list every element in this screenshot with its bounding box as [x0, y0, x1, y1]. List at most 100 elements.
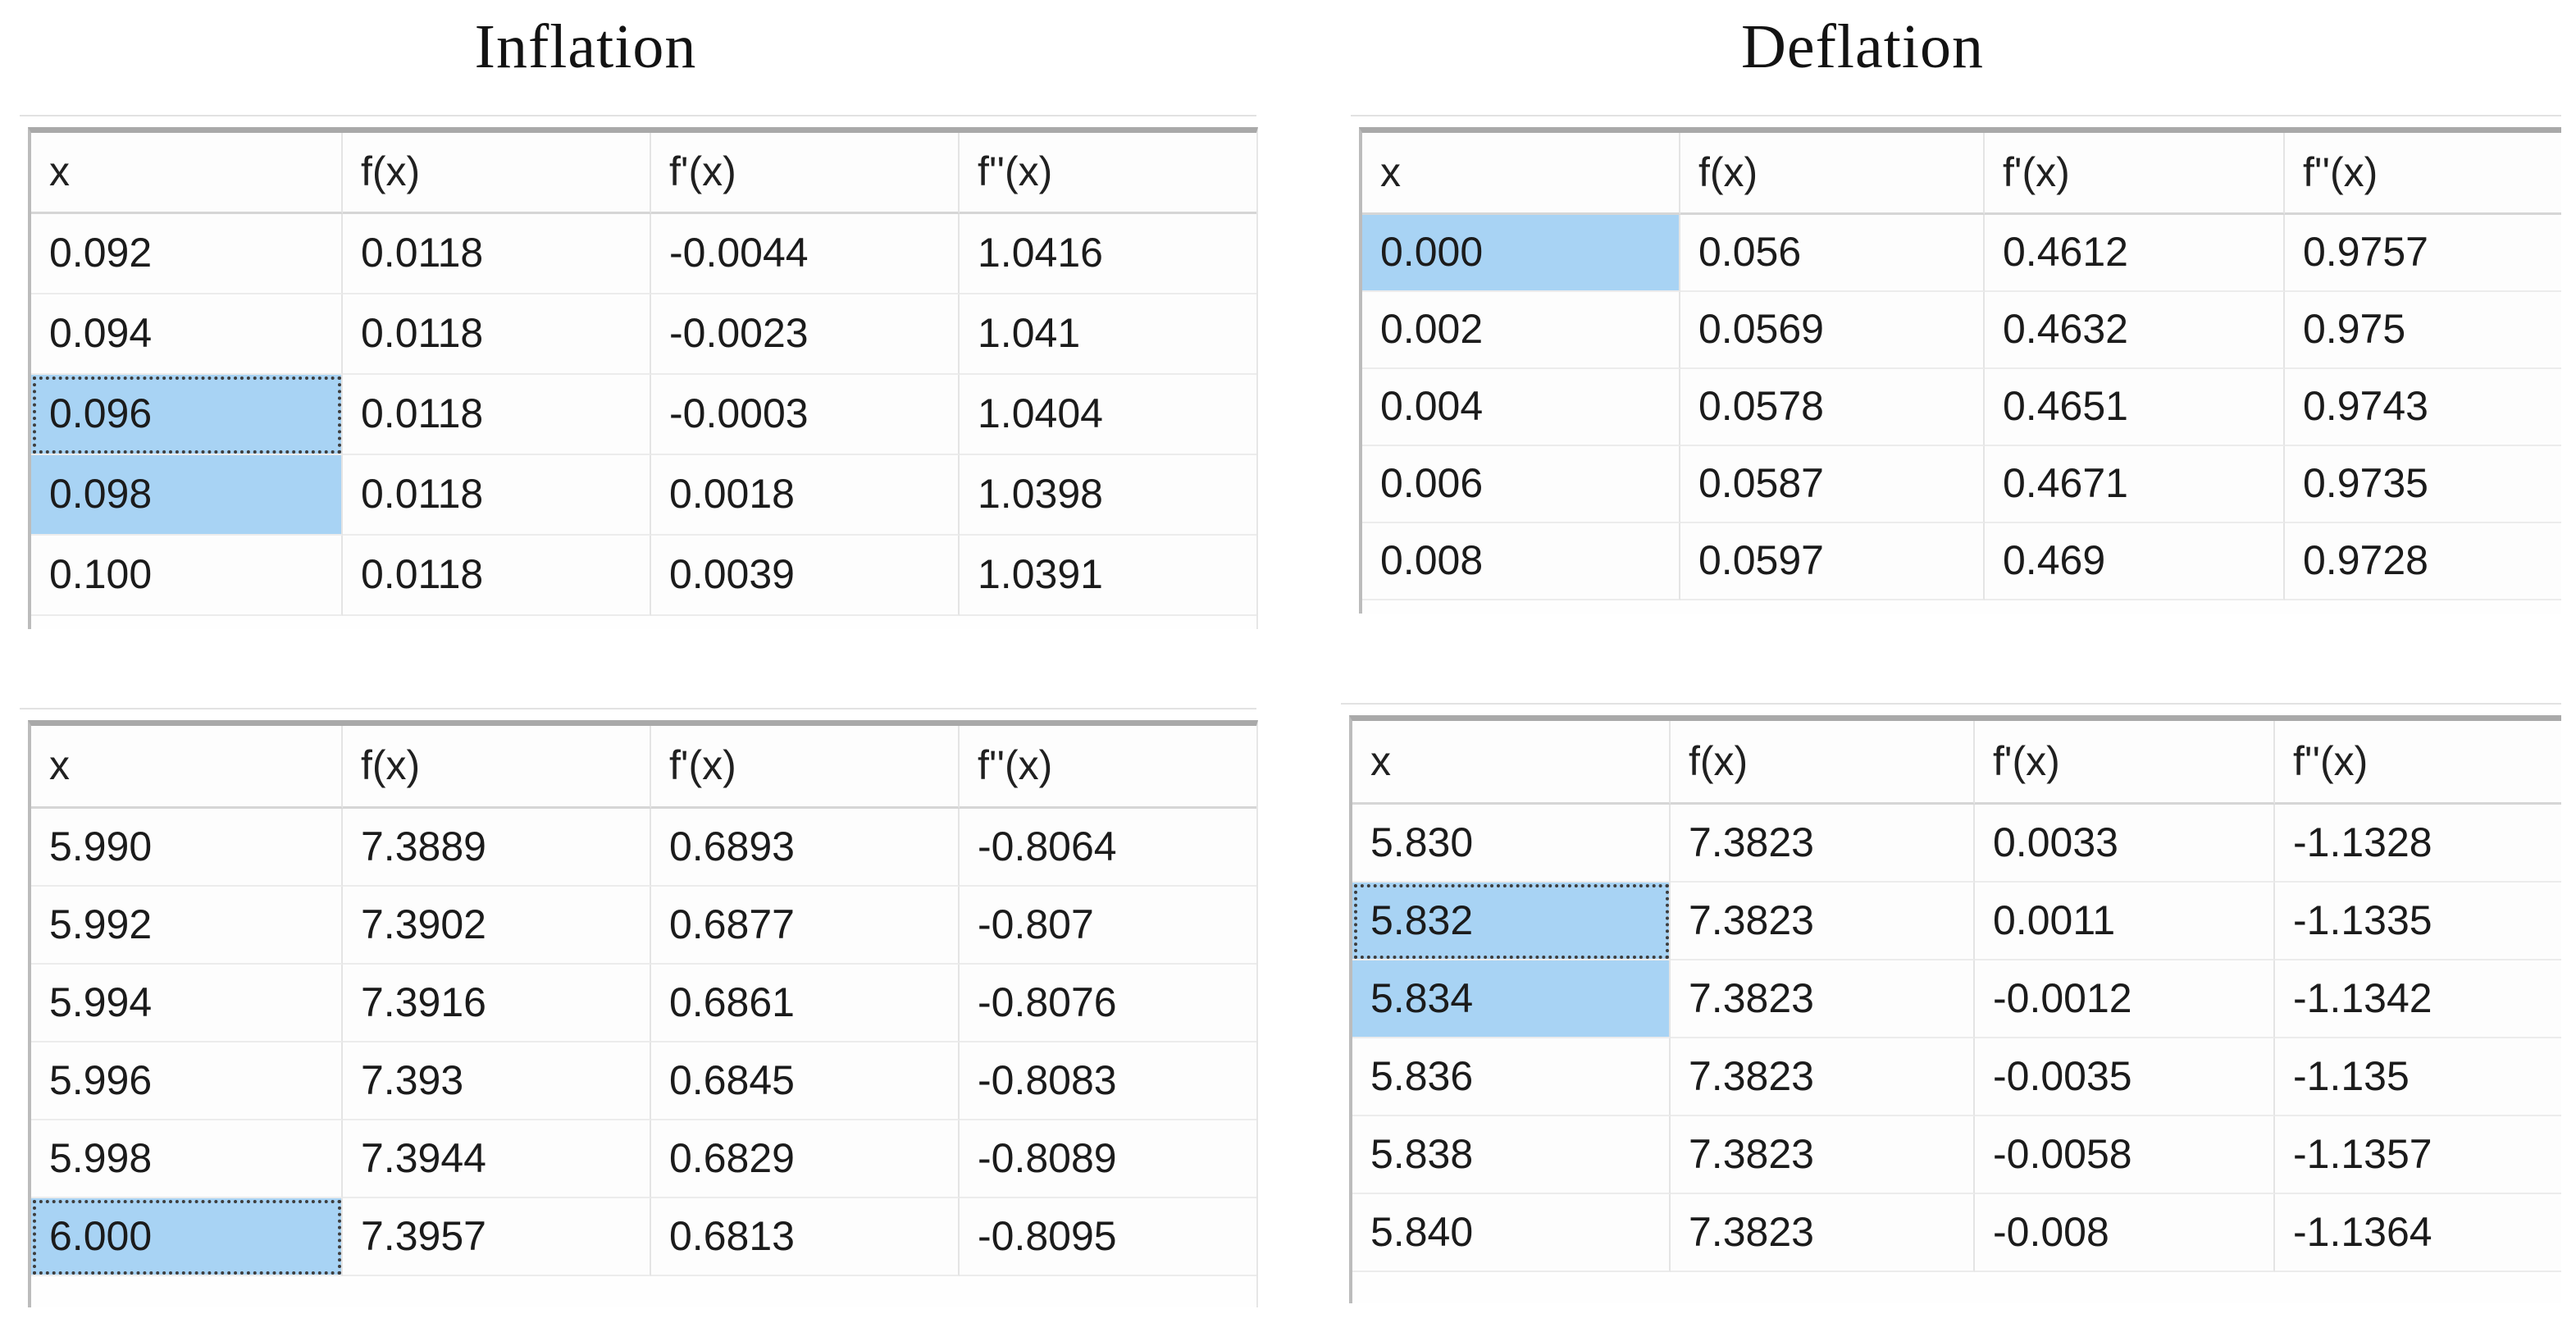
table-cell[interactable]: 7.393 [343, 1042, 651, 1120]
table-cell[interactable]: -0.8076 [960, 965, 1256, 1042]
x-cell[interactable]: 5.830 [1352, 805, 1671, 883]
table-cell[interactable]: 0.0597 [1680, 523, 1985, 600]
x-cell[interactable]: 5.840 [1352, 1194, 1671, 1272]
column-header-fprime-x[interactable]: f'(x) [1985, 133, 2285, 215]
table-cell[interactable]: 7.3902 [343, 887, 651, 965]
column-header-fprime-x[interactable]: f'(x) [651, 726, 960, 809]
x-cell[interactable]: 5.834 [1352, 960, 1671, 1038]
table-cell[interactable]: 7.3916 [343, 965, 651, 1042]
table-cell[interactable]: 0.0587 [1680, 446, 1985, 523]
table-cell[interactable]: -1.1342 [2275, 960, 2561, 1038]
column-header-fdoubleprime-x[interactable]: f''(x) [2275, 721, 2561, 805]
table-cell[interactable]: -0.0003 [651, 375, 960, 455]
x-cell[interactable]: 0.008 [1362, 523, 1680, 600]
column-header-fprime-x[interactable]: f'(x) [651, 133, 960, 214]
table-cell[interactable]: 0.0039 [651, 536, 960, 616]
table-cell[interactable]: 0.0118 [343, 294, 651, 375]
table-cell[interactable]: 7.3957 [343, 1198, 651, 1276]
table-cell[interactable]: 7.3823 [1671, 1116, 1975, 1194]
table-cell[interactable]: 1.0398 [960, 455, 1256, 536]
column-header-fx[interactable]: f(x) [1671, 721, 1975, 805]
column-header-fdoubleprime-x[interactable]: f''(x) [2285, 133, 2561, 215]
x-cell[interactable]: 0.002 [1362, 292, 1680, 369]
x-cell[interactable]: 0.006 [1362, 446, 1680, 523]
x-cell[interactable]: 5.836 [1352, 1038, 1671, 1116]
table-cell[interactable]: 0.0118 [343, 375, 651, 455]
column-header-fx[interactable]: f(x) [343, 726, 651, 809]
table-cell[interactable]: 0.9743 [2285, 369, 2561, 446]
table-cell[interactable]: -1.1364 [2275, 1194, 2561, 1272]
x-cell[interactable]: 5.990 [31, 809, 343, 887]
table-cell[interactable]: 7.3823 [1671, 960, 1975, 1038]
table-cell[interactable]: 0.056 [1680, 215, 1985, 292]
table-cell[interactable]: 0.6829 [651, 1120, 960, 1198]
table-cell[interactable]: -0.0035 [1975, 1038, 2275, 1116]
table-cell[interactable]: 1.0404 [960, 375, 1256, 455]
table-cell[interactable]: 7.3823 [1671, 1038, 1975, 1116]
table-cell[interactable]: 0.0569 [1680, 292, 1985, 369]
column-header-x[interactable]: x [31, 133, 343, 214]
x-cell[interactable]: 5.992 [31, 887, 343, 965]
table-cell[interactable]: -0.0058 [1975, 1116, 2275, 1194]
table-cell[interactable]: 0.0118 [343, 214, 651, 294]
x-cell[interactable]: 0.096 [31, 375, 343, 455]
x-cell[interactable]: 0.092 [31, 214, 343, 294]
table-cell[interactable]: 0.975 [2285, 292, 2561, 369]
table-cell[interactable]: 0.4612 [1985, 215, 2285, 292]
column-header-x[interactable]: x [1362, 133, 1680, 215]
table-cell[interactable]: -0.0044 [651, 214, 960, 294]
table-cell[interactable]: 0.6893 [651, 809, 960, 887]
table-cell[interactable]: -0.807 [960, 887, 1256, 965]
table-cell[interactable]: 0.0118 [343, 536, 651, 616]
table-cell[interactable]: 0.6877 [651, 887, 960, 965]
table-cell[interactable]: -0.0012 [1975, 960, 2275, 1038]
table-cell[interactable]: 0.9735 [2285, 446, 2561, 523]
table-cell[interactable]: -1.135 [2275, 1038, 2561, 1116]
x-cell[interactable]: 5.994 [31, 965, 343, 1042]
table-cell[interactable]: 7.3823 [1671, 883, 1975, 960]
table-cell[interactable]: -1.1357 [2275, 1116, 2561, 1194]
table-cell[interactable]: 1.041 [960, 294, 1256, 375]
column-header-fdoubleprime-x[interactable]: f''(x) [960, 726, 1256, 809]
table-cell[interactable]: 0.4671 [1985, 446, 2285, 523]
table-cell[interactable]: 7.3823 [1671, 805, 1975, 883]
table-cell[interactable]: 1.0416 [960, 214, 1256, 294]
table-cell[interactable]: 1.0391 [960, 536, 1256, 616]
table-cell[interactable]: 0.9757 [2285, 215, 2561, 292]
table-cell[interactable]: 0.4632 [1985, 292, 2285, 369]
table-cell[interactable]: -0.0023 [651, 294, 960, 375]
table-cell[interactable]: 0.0033 [1975, 805, 2275, 883]
column-header-fprime-x[interactable]: f'(x) [1975, 721, 2275, 805]
x-cell[interactable]: 0.000 [1362, 215, 1680, 292]
table-cell[interactable]: 7.3823 [1671, 1194, 1975, 1272]
table-cell[interactable]: 7.3889 [343, 809, 651, 887]
x-cell[interactable]: 6.000 [31, 1198, 343, 1276]
x-cell[interactable]: 0.098 [31, 455, 343, 536]
table-cell[interactable]: -0.8083 [960, 1042, 1256, 1120]
table-cell[interactable]: -0.8089 [960, 1120, 1256, 1198]
column-header-fx[interactable]: f(x) [343, 133, 651, 214]
x-cell[interactable]: 0.004 [1362, 369, 1680, 446]
table-cell[interactable]: 0.9728 [2285, 523, 2561, 600]
table-cell[interactable]: 0.469 [1985, 523, 2285, 600]
table-cell[interactable]: 0.0011 [1975, 883, 2275, 960]
x-cell[interactable]: 5.996 [31, 1042, 343, 1120]
x-cell[interactable]: 0.094 [31, 294, 343, 375]
x-cell[interactable]: 0.100 [31, 536, 343, 616]
column-header-x[interactable]: x [31, 726, 343, 809]
x-cell[interactable]: 5.838 [1352, 1116, 1671, 1194]
table-cell[interactable]: -1.1328 [2275, 805, 2561, 883]
table-cell[interactable]: 0.6845 [651, 1042, 960, 1120]
table-cell[interactable]: -0.008 [1975, 1194, 2275, 1272]
table-cell[interactable]: 7.3944 [343, 1120, 651, 1198]
table-cell[interactable]: 0.4651 [1985, 369, 2285, 446]
table-cell[interactable]: 0.0118 [343, 455, 651, 536]
table-cell[interactable]: 0.0578 [1680, 369, 1985, 446]
x-cell[interactable]: 5.998 [31, 1120, 343, 1198]
x-cell[interactable]: 5.832 [1352, 883, 1671, 960]
table-cell[interactable]: 0.6861 [651, 965, 960, 1042]
table-cell[interactable]: -0.8064 [960, 809, 1256, 887]
table-cell[interactable]: 0.0018 [651, 455, 960, 536]
table-cell[interactable]: 0.6813 [651, 1198, 960, 1276]
table-cell[interactable]: -1.1335 [2275, 883, 2561, 960]
